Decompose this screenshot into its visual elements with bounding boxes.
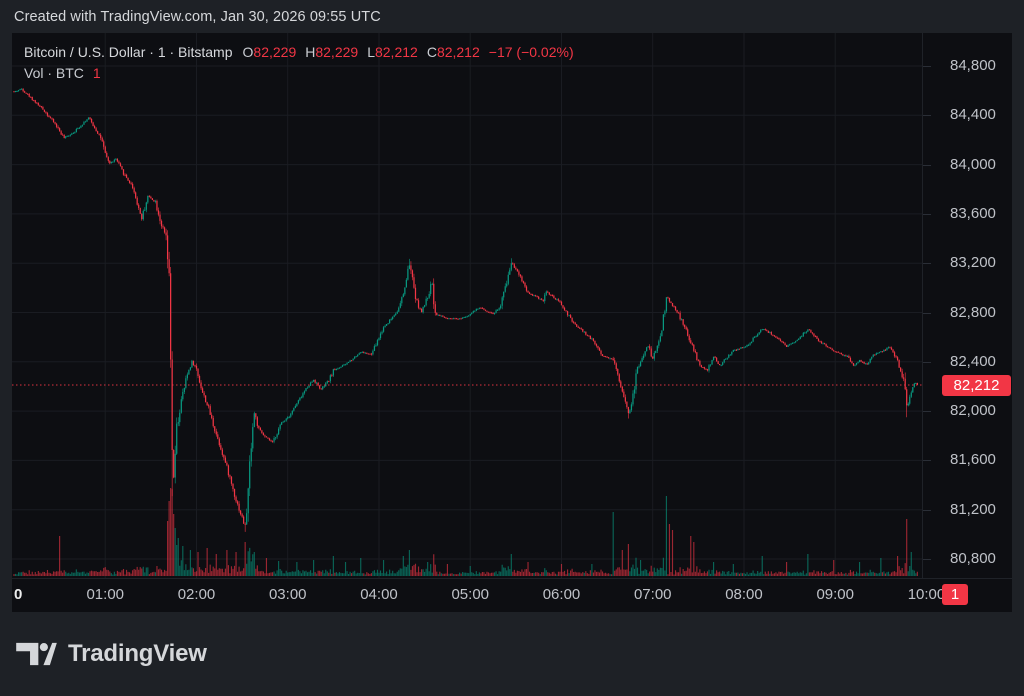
price-tick: 83,200 [923,254,1012,272]
candle-wicks-up [15,88,917,525]
price-axis[interactable]: 84,800 84,400 84,000 83,600 83,200 82,800 82,4… [923,33,1012,578]
price-change: −17 (−0.02%) [488,44,574,60]
time-tick: 01:00 [86,586,125,603]
ohlc-high: H82,229 [305,44,359,60]
volume-value: 1 [92,65,101,81]
time-tick: 04:00 [360,586,398,603]
price-tick: 83,600 [923,205,1012,223]
symbol-title: Bitcoin / U.S. Dollar · 1 · Bitstamp [24,44,233,60]
attribution-text: Created with TradingView.com, Jan 30, 20… [14,8,381,25]
chart-panel[interactable]: Bitcoin / U.S. Dollar · 1 · Bitstamp O82… [12,33,1012,612]
tradingview-logo-icon[interactable] [16,642,57,666]
footer: TradingView [16,612,207,696]
time-tick: 10:00 [907,586,946,603]
tradingview-brand-text[interactable]: TradingView [68,640,207,667]
candlestick-chart[interactable] [12,33,922,578]
price-tick: 81,600 [923,451,1012,469]
last-price-badge: 82,212 [942,375,1011,396]
price-tick: 82,800 [923,304,1012,322]
time-tick: 0 [14,586,23,603]
price-tick: 84,000 [923,156,1012,174]
volume-value-badge: 1 [942,584,968,605]
ohlc-open: O82,229 [242,44,297,60]
candle-bodies-up [14,88,917,525]
volume-bars-up [14,496,917,576]
time-axis[interactable]: 0 01:00 02:00 03:00 04:00 05:00 06:00 07:00 08:0… [12,579,948,612]
volume-label: Vol · BTC [24,65,84,81]
price-tick: 80,800 [923,550,1012,568]
time-tick: 07:00 [633,586,672,603]
time-tick: 05:00 [451,586,490,603]
price-tick: 81,200 [923,501,1012,519]
time-tick: 09:00 [816,586,854,603]
legend-volume-row: Vol · BTC 1 [24,63,574,84]
attribution-bar: Created with TradingView.com, Jan 30, 20… [0,0,1024,33]
candle-wicks-down [13,88,918,532]
chart-grid [12,33,922,578]
price-tick: 82,400 [923,353,1012,371]
time-tick: 08:00 [725,586,763,603]
legend-symbol-row: Bitcoin / U.S. Dollar · 1 · Bitstamp O82… [24,42,574,63]
time-axis-border [12,578,1012,579]
price-tick: 84,400 [923,106,1012,124]
time-tick: 06:00 [542,586,581,603]
volume-bars-down [13,488,918,576]
legend: Bitcoin / U.S. Dollar · 1 · Bitstamp O82… [24,42,574,84]
candle-bodies-down [13,88,918,525]
ohlc-low: L82,212 [367,44,418,60]
price-tick: 84,800 [923,57,1012,75]
time-tick: 02:00 [177,586,216,603]
price-tick: 82,000 [923,402,1012,420]
price-axis-border [922,33,923,579]
time-tick: 03:00 [268,586,307,603]
ohlc-close: C82,212 [426,44,480,60]
